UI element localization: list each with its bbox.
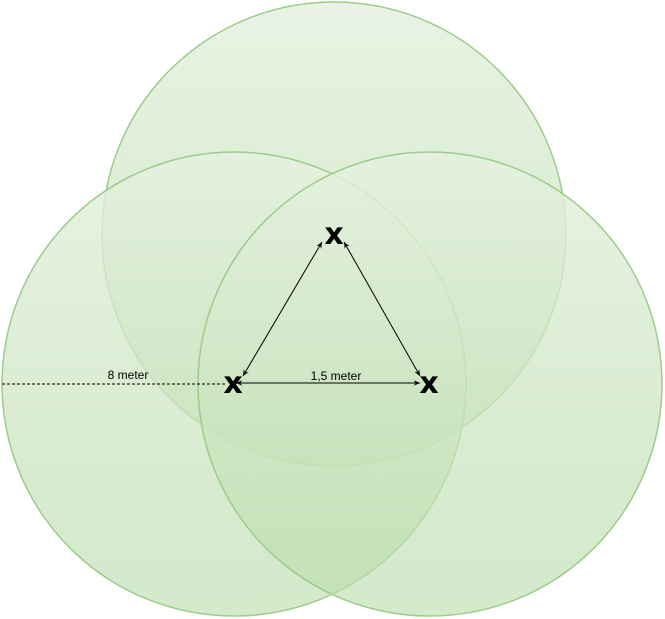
radius-label: 8 meter [108, 368, 149, 382]
distance-label: 1,5 meter [311, 369, 362, 383]
node-top-mark: x [324, 217, 343, 252]
node-right-mark: x [419, 366, 438, 401]
edge-left-top [242, 241, 323, 377]
edge-top-right [343, 241, 421, 377]
node-left-mark: x [223, 366, 242, 401]
